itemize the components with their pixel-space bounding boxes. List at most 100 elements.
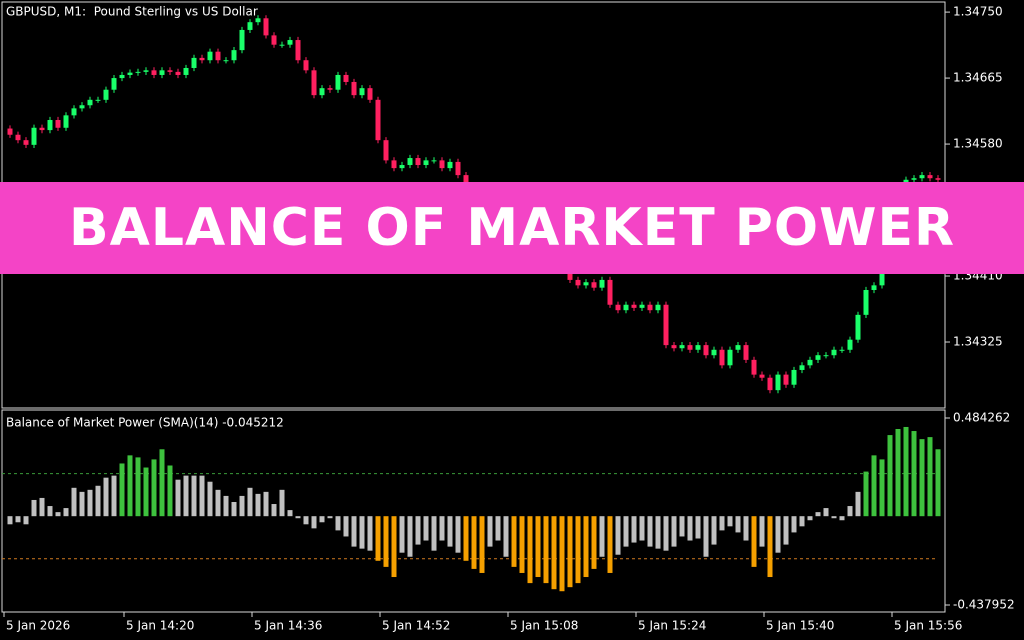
candle-body [63, 115, 69, 128]
candle-body [871, 285, 877, 291]
candle-body [807, 359, 813, 366]
bar [479, 516, 485, 573]
bar [351, 516, 357, 547]
candle-body [399, 165, 405, 169]
bar [383, 516, 389, 567]
bar [775, 516, 781, 553]
candle-body [447, 161, 453, 169]
bar [815, 512, 821, 517]
candle-body [223, 60, 229, 62]
bar [391, 516, 397, 578]
candle-body [727, 349, 733, 366]
candle-body [655, 304, 661, 311]
candle-body [703, 345, 709, 356]
bar [111, 475, 117, 517]
bar [583, 516, 589, 578]
bar [463, 516, 469, 561]
candle-body [847, 339, 853, 350]
candle-body [439, 160, 445, 169]
x-tick-label: 5 Jan 15:24 [638, 619, 706, 633]
bar [471, 516, 477, 569]
bar [535, 516, 541, 578]
candle-body [87, 99, 93, 106]
candle-body [711, 349, 717, 356]
candle-body [791, 369, 797, 385]
bar [343, 516, 349, 537]
bar [671, 516, 677, 547]
candle-body [327, 88, 333, 90]
candle-body [783, 374, 789, 385]
candle-body [855, 314, 861, 340]
bar [7, 516, 13, 525]
bar [271, 504, 277, 517]
candle-body [431, 160, 437, 162]
candle-body [631, 304, 637, 308]
bar [919, 439, 925, 517]
candle-body [935, 178, 941, 180]
candle-body [279, 44, 285, 46]
bar [39, 497, 45, 517]
candle-body [207, 51, 213, 61]
bar [311, 516, 317, 529]
bar [655, 516, 661, 549]
bar [767, 516, 773, 578]
bar [759, 516, 765, 547]
bar [63, 508, 69, 517]
candle-body [383, 140, 389, 161]
candle-body [359, 88, 365, 96]
y-tick-label: 1.34750 [953, 5, 1003, 19]
bar [319, 516, 325, 523]
bar [487, 516, 493, 547]
bar [591, 516, 597, 569]
bar [191, 475, 197, 517]
y-tick-label: 1.34580 [953, 137, 1003, 151]
candle-body [119, 74, 125, 79]
bar [207, 481, 213, 517]
candle-body [919, 175, 925, 179]
bar [743, 516, 749, 541]
bar [879, 459, 885, 517]
bar [799, 516, 805, 527]
candle-body [167, 70, 173, 72]
candle-body [287, 40, 293, 45]
candle-body [55, 119, 61, 128]
bar [55, 512, 61, 517]
candle-body [863, 290, 869, 315]
bar [239, 495, 245, 517]
bar [623, 516, 629, 547]
candle-body [735, 345, 741, 350]
candle-body [911, 178, 917, 180]
candle-body [759, 374, 765, 378]
candle-body [127, 72, 133, 75]
bar [15, 516, 21, 523]
candle-body [743, 345, 749, 360]
candle-body [367, 88, 373, 100]
bar [575, 516, 581, 584]
candle-body [231, 50, 237, 61]
candle-body [375, 99, 381, 141]
bar [247, 487, 253, 517]
bar [71, 487, 77, 517]
bar [159, 449, 165, 517]
candle-body [423, 160, 429, 166]
candle-body [7, 128, 13, 135]
candle-body [671, 345, 677, 349]
bar [303, 516, 309, 525]
bar [31, 499, 37, 517]
bar [367, 516, 373, 551]
candle-body [15, 134, 21, 141]
candle-body [215, 51, 221, 61]
indicator-panel-frame [1, 409, 946, 613]
candle-body [455, 161, 461, 176]
bar [599, 516, 605, 557]
bar [927, 437, 933, 517]
bar [567, 516, 573, 588]
y-tick-label: 1.34665 [953, 71, 1003, 85]
bar [847, 506, 853, 517]
candle-body [647, 304, 653, 311]
bar [903, 426, 909, 517]
bar [679, 516, 685, 537]
candle-body [159, 70, 165, 75]
bar [831, 516, 837, 519]
